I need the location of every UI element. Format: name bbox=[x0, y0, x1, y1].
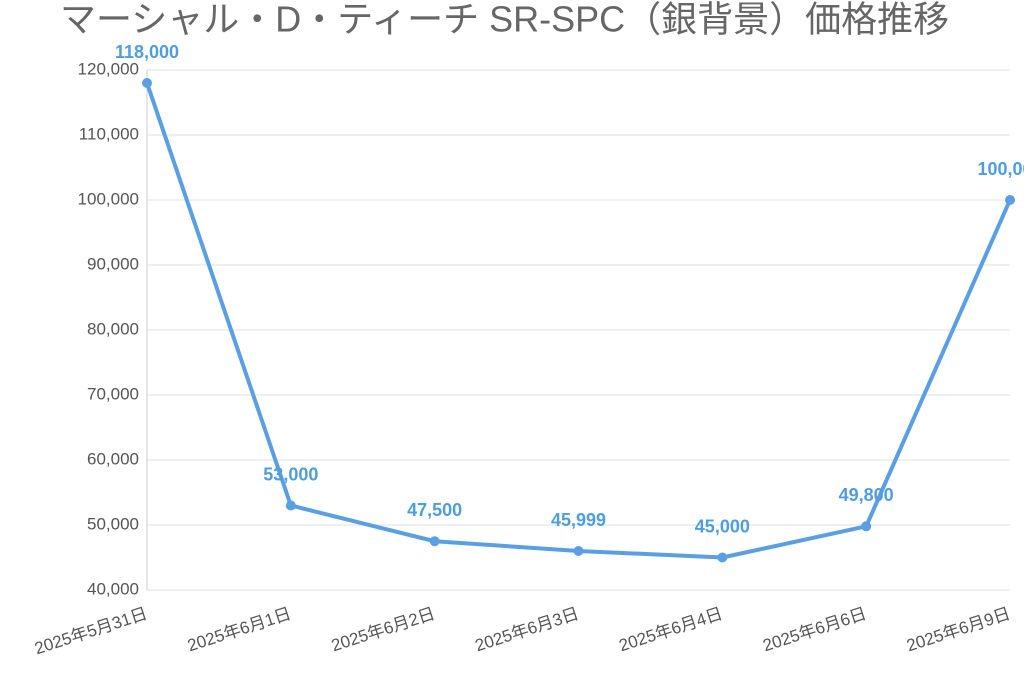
point bbox=[861, 521, 872, 532]
y-tick-label: 40,000 bbox=[87, 579, 139, 598]
point bbox=[285, 500, 296, 511]
point bbox=[429, 536, 440, 547]
data-label: 49,800 bbox=[839, 485, 894, 505]
data-label: 45,999 bbox=[551, 510, 606, 530]
y-tick-label: 100,000 bbox=[78, 189, 139, 208]
y-tick-label: 80,000 bbox=[87, 319, 139, 338]
x-tick-label: 2025年6月4日 bbox=[617, 604, 725, 655]
point bbox=[573, 546, 584, 557]
data-label: 53,000 bbox=[263, 464, 318, 484]
y-tick-label: 120,000 bbox=[78, 59, 139, 78]
point bbox=[142, 78, 152, 88]
chart-title: マーシャル・D・ティーチ SR-SPC（銀背景）価格推移 bbox=[60, 0, 949, 40]
x-tick-label: 2025年6月1日 bbox=[185, 604, 293, 655]
data-label: 45,000 bbox=[695, 516, 750, 536]
x-tick-label: 2025年6月6日 bbox=[760, 604, 868, 655]
point bbox=[1005, 195, 1015, 205]
y-tick-label: 70,000 bbox=[87, 384, 139, 403]
x-tick-label: 2025年5月31日 bbox=[32, 604, 149, 658]
data-label: 100,000 bbox=[977, 159, 1024, 179]
x-tick-label: 2025年6月2日 bbox=[329, 604, 437, 655]
x-tick-label: 2025年6月3日 bbox=[473, 604, 581, 655]
x-tick-label: 2025年6月9日 bbox=[904, 604, 1012, 655]
data-label: 47,500 bbox=[407, 500, 462, 520]
y-tick-label: 110,000 bbox=[79, 124, 139, 143]
point bbox=[717, 552, 728, 563]
y-tick-label: 90,000 bbox=[87, 254, 139, 273]
y-tick-label: 50,000 bbox=[87, 514, 139, 533]
y-tick-label: 60,000 bbox=[87, 449, 139, 468]
data-label: 118,000 bbox=[115, 42, 179, 62]
